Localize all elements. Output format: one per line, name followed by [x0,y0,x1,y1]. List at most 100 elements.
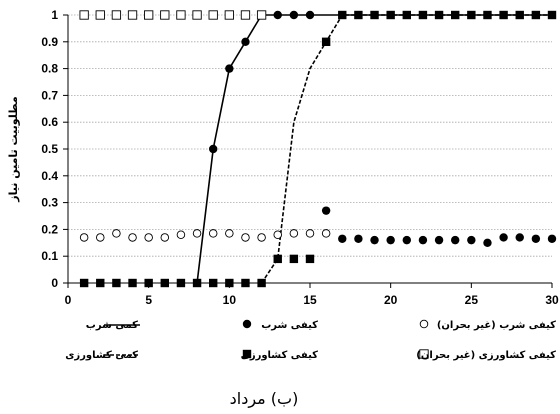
y-tick-label: 0.4 [41,169,58,183]
data-point [241,233,250,242]
data-point [257,233,266,242]
data-point [451,235,460,245]
data-point [386,10,395,20]
data-point [547,10,557,20]
data-point [225,278,234,288]
x-tick-label: 10 [223,293,237,307]
legend-label: کیفی کشاورزی [241,350,319,361]
data-point [386,235,395,245]
x-tick-label: 20 [384,293,398,307]
x-tick-label: 25 [465,293,479,307]
data-point [289,229,299,238]
legend-item: کمی شرب [86,320,140,331]
data-point [338,10,347,20]
data-point [515,10,524,20]
data-point [402,235,411,245]
data-point [176,10,186,20]
data-point [418,235,428,245]
data-point [96,278,105,288]
data-point [95,10,105,20]
data-point [321,206,331,215]
x-tick-label: 15 [303,293,317,307]
legend-label: کمی کشاورزی [65,350,138,361]
x-tick-label: 0 [65,293,72,307]
data-point [241,37,250,46]
data-point [257,278,266,288]
data-point [112,229,121,238]
data-point [483,10,492,20]
data-point [176,230,186,240]
data-point [112,278,121,288]
data-point [338,234,347,243]
y-tick-label: 0.6 [41,115,58,129]
data-point [402,10,411,20]
legend-label: کمی شرب [86,320,138,331]
data-point [434,10,444,20]
data-point [419,319,429,329]
data-point [305,10,315,20]
data-point [418,10,428,20]
data-point [305,254,315,264]
legend: کمی شرب کمی کشاورزی کیفی شرب کیفی کشاورزی کی… [65,319,556,361]
data-point [208,10,218,20]
data-point [240,10,251,20]
data-point [127,10,138,20]
data-point [289,254,299,264]
y-tick-label: 0 [51,276,58,290]
data-point [242,319,252,329]
data-point [305,229,315,238]
data-point [79,233,89,242]
data-point [321,37,331,46]
data-point [467,10,476,20]
y-tick-labels: 0 0.1 0.2 0.3 0.4 0.5 0.6 0.7 0.8 0.9 1 [41,8,58,290]
y-tick-label: 0.8 [41,62,58,76]
data-point [499,233,508,242]
data-point [192,229,202,238]
data-point [515,233,524,242]
data-point [208,229,218,238]
legend-item: کیفی شرب [242,319,318,331]
y-axis-label: مطلوبیت تامین نیاز [7,96,20,202]
data-point [483,238,492,247]
data-point [209,278,218,288]
data-point [256,10,267,20]
y-tick-label: 0.9 [41,35,58,49]
data-point [547,234,557,243]
legend-item: کیفی شرب (غیر بحران) [419,319,556,331]
data-point [273,254,282,264]
legend-item: کیفی کشاورزی (غیر بحران) [416,349,556,361]
x-tick-label: 5 [145,293,152,307]
data-point [79,10,89,20]
legend-label: کیفی کشاورزی (غیر بحران) [416,350,556,361]
data-point [531,10,541,20]
series-markers [79,10,557,288]
data-point [321,229,331,238]
data-point [144,278,153,288]
data-point [79,278,89,288]
data-point [192,278,202,288]
data-point [160,278,169,288]
data-point [128,278,137,288]
data-point [354,10,363,20]
data-point [224,10,234,20]
data-point [273,10,282,20]
legend-item: کیفی کشاورزی [241,349,319,361]
y-tick-label: 0.2 [41,222,58,236]
data-point [192,10,202,20]
data-point [225,64,234,73]
chart-caption: (ب) مرداد [230,389,299,409]
data-point [144,233,153,242]
data-point [451,10,460,20]
data-point [209,144,218,154]
legend-label: کیفی شرب (غیر بحران) [437,320,556,331]
legend-label: کیفی شرب [261,320,318,331]
data-point [96,233,105,242]
data-point [354,234,363,243]
grid-lines [68,14,552,257]
data-point [176,278,186,288]
legend-item: کمی کشاورزی [65,350,140,361]
data-point [370,235,379,245]
y-tick-label: 1 [51,8,58,22]
x-tick-label: 30 [545,293,559,307]
